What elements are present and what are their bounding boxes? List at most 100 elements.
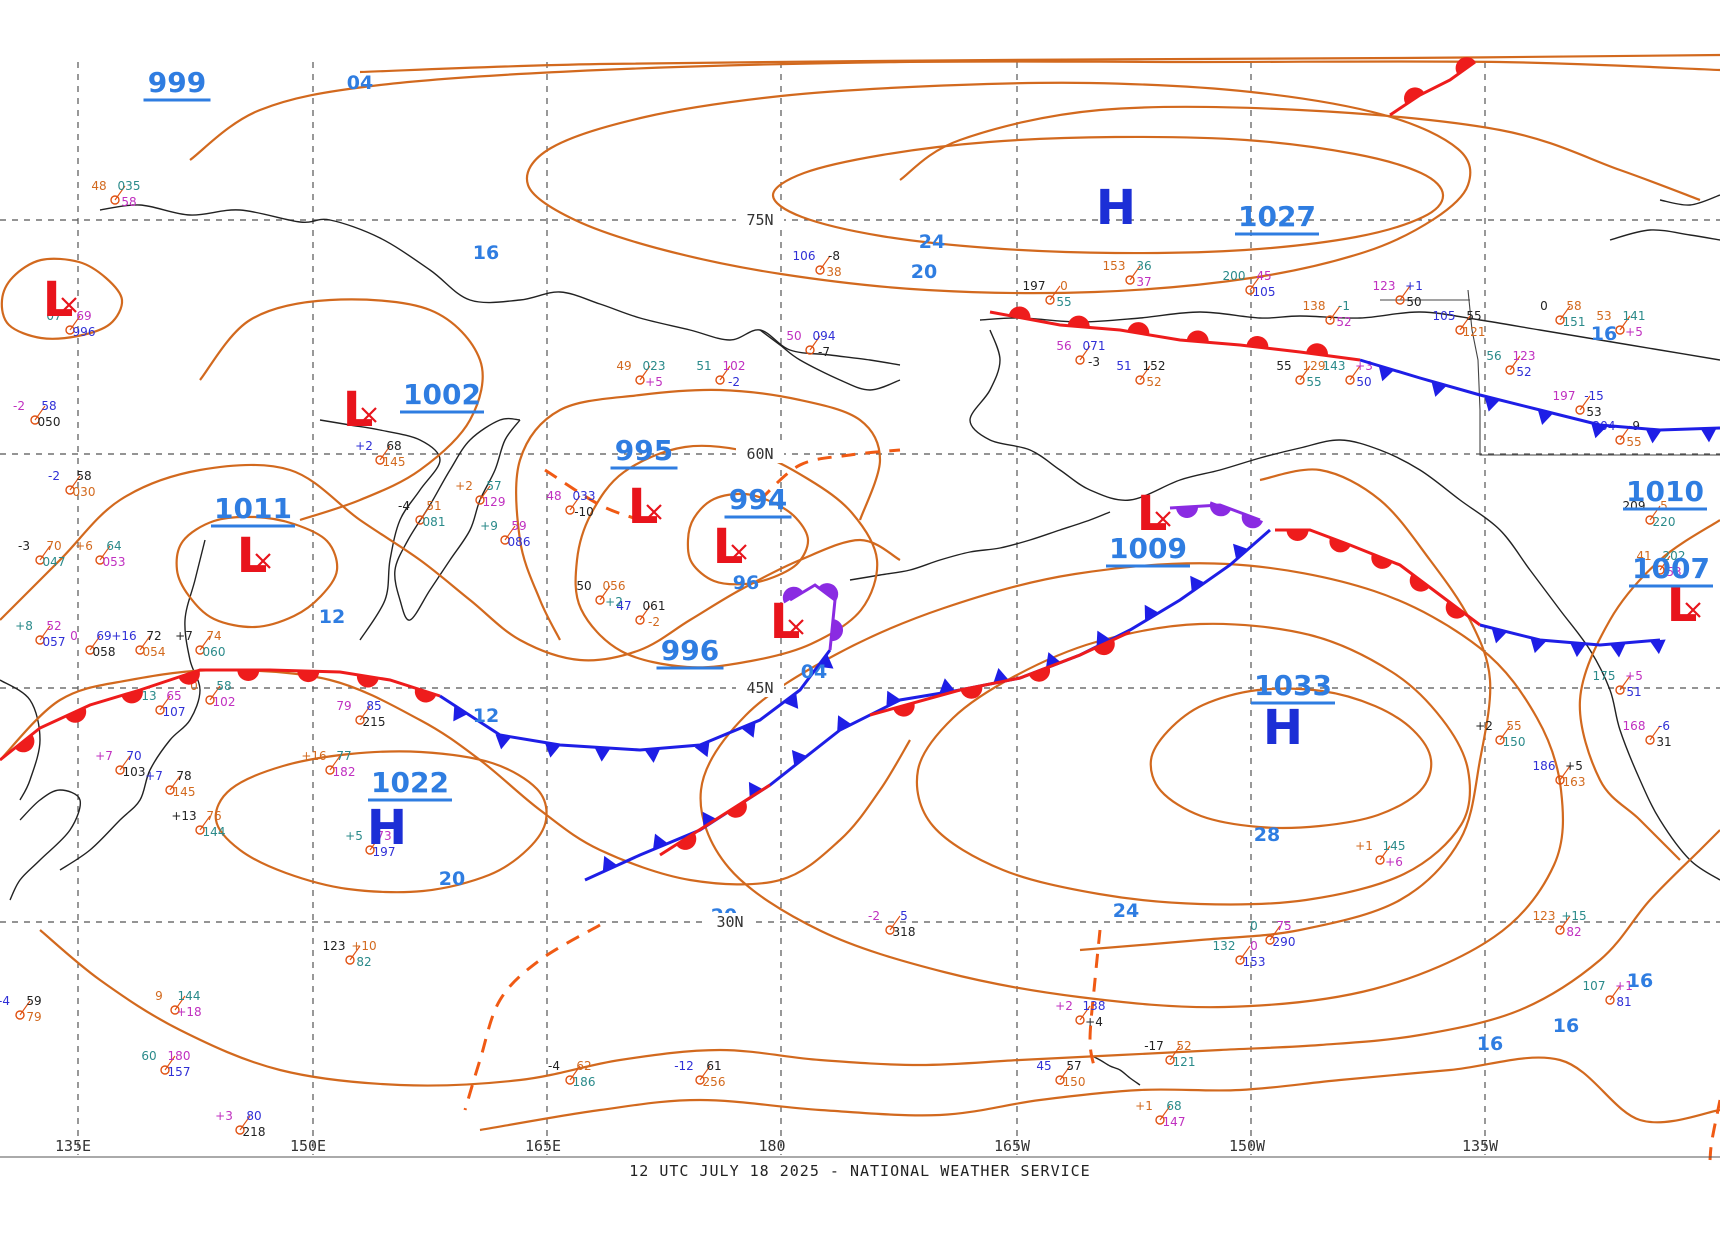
isobar-label: 12 <box>473 705 499 727</box>
cold-front-line <box>439 649 832 752</box>
low-x-mark <box>361 407 377 423</box>
isobar-line <box>199 298 484 522</box>
station-value: +2 <box>605 595 623 609</box>
cold-front-barb <box>939 678 955 694</box>
station-value: 31 <box>1656 735 1671 749</box>
cold-front-barb <box>1190 575 1205 592</box>
center-pressure-value: 1007 <box>1632 552 1710 585</box>
cold-front-barb <box>1378 365 1394 382</box>
cold-front-barb <box>644 748 661 763</box>
station-value: -17 <box>1144 1039 1164 1053</box>
station-plot: -4 51 081 <box>398 499 445 529</box>
cold-front-barb <box>1591 422 1607 439</box>
station-value: 55 <box>1306 375 1321 389</box>
cold-front-barb <box>1700 428 1717 443</box>
cold-front-barb <box>791 750 807 766</box>
station-value: 41 <box>1636 549 1651 563</box>
wind-barb <box>199 635 211 651</box>
station-value: 49 <box>616 359 631 373</box>
station-value: 62 <box>576 1059 591 1073</box>
station-circle <box>325 765 335 775</box>
station-value: -7 <box>818 345 830 359</box>
station-plot: 50 056 +2 <box>576 579 625 609</box>
station-value: 55 <box>1466 309 1481 323</box>
station-value: -4 <box>548 1059 560 1073</box>
coastline-segment <box>969 329 1720 881</box>
station-circle <box>715 375 725 385</box>
station-circle <box>815 265 825 275</box>
station-circle <box>1575 405 1585 415</box>
coastline-segment <box>9 789 82 901</box>
station-value: 0 <box>1250 919 1258 933</box>
station-plot: 48 033 -10 <box>546 489 595 519</box>
wind-barb <box>639 605 651 621</box>
isobar-line <box>175 515 339 629</box>
station-value: -3 <box>1088 355 1100 369</box>
station-value: 45 <box>1256 269 1271 283</box>
lat-label: 30N <box>716 913 743 931</box>
isobar-line <box>0 257 124 340</box>
wind-barb <box>174 995 186 1011</box>
low-center: L <box>237 528 271 584</box>
high-symbol: H <box>1263 700 1303 756</box>
station-plot: 197 0 55 <box>1023 279 1072 309</box>
wind-barb <box>369 835 381 851</box>
station-value: 52 <box>1146 375 1161 389</box>
cold-front-barb <box>602 855 618 872</box>
station-plot: +6 64 053 <box>75 539 125 569</box>
station-circle <box>65 325 75 335</box>
cold-front-barb <box>1144 604 1159 621</box>
wind-barb <box>209 685 221 701</box>
cold-front-barb <box>1233 543 1249 560</box>
wind-barb <box>1079 1005 1091 1021</box>
isobar-line <box>0 463 901 662</box>
station-value: 186 <box>1533 759 1556 773</box>
station-circle <box>1075 1015 1085 1025</box>
station-value: -3 <box>18 539 30 553</box>
low-symbol: L <box>237 528 268 584</box>
cold-front-barb <box>495 734 512 750</box>
trough-line <box>1708 1099 1720 1161</box>
warm-front-line <box>659 783 771 857</box>
station-value: 53 <box>1666 565 1681 579</box>
coastline-segment <box>1609 229 1720 241</box>
station-circle <box>1245 285 1255 295</box>
station-value: +15 <box>1561 909 1586 923</box>
wind-barb <box>1249 275 1261 291</box>
station-circle <box>1615 435 1625 445</box>
station-plot: 56 071 -3 <box>1056 339 1105 369</box>
low-x-mark <box>255 553 271 569</box>
wind-barb <box>1559 305 1571 321</box>
station-value: 36 <box>1136 259 1151 273</box>
wind-barb <box>1509 355 1521 371</box>
station-value: 61 <box>706 1059 721 1073</box>
warm-front-bump <box>726 800 747 818</box>
station-value: 59 <box>26 994 41 1008</box>
station-circle <box>1655 565 1665 575</box>
wind-barb <box>809 335 821 351</box>
occluded-front-bump <box>818 583 839 601</box>
station-circle <box>1235 955 1245 965</box>
low-symbol: L <box>628 479 659 535</box>
center-pressure-value: 1011 <box>214 492 292 525</box>
station-value: 50 <box>1356 375 1371 389</box>
lat-label-bg <box>736 445 784 463</box>
station-plot: +1 145 +6 <box>1355 839 1405 869</box>
station-value: 52 <box>1336 315 1351 329</box>
station-circle <box>170 1005 180 1015</box>
wind-barb <box>239 1115 251 1131</box>
station-circle <box>1325 315 1335 325</box>
station-plot: 200 45 105 <box>1223 269 1276 299</box>
station-circle <box>1555 925 1565 935</box>
station-value: 69 <box>96 629 111 643</box>
cold-front-barb <box>1645 428 1662 444</box>
low-x-mark <box>1685 602 1701 618</box>
low-symbol: L <box>343 382 374 438</box>
isobar-label: 16 <box>1477 1033 1503 1055</box>
wind-barb <box>1659 555 1671 571</box>
station-value: +2 <box>1475 719 1493 733</box>
station-plot: 106 -8 38 <box>793 249 842 279</box>
station-value: 145 <box>1383 839 1406 853</box>
high-symbol: H <box>1096 180 1136 236</box>
coastline-segment <box>759 329 901 391</box>
